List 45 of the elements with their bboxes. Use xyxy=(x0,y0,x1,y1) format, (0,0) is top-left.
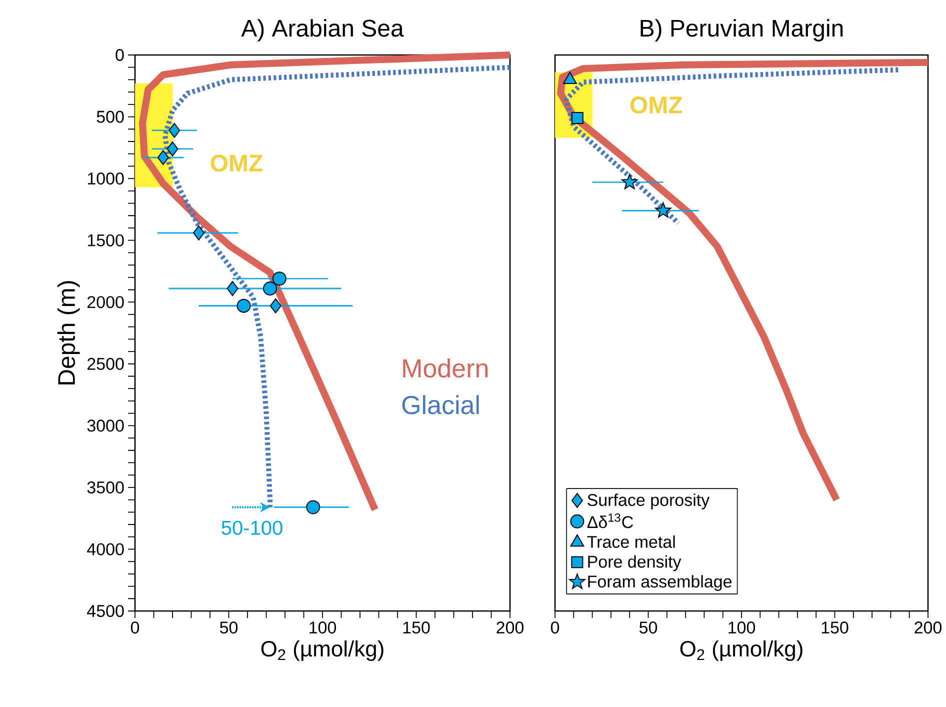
point xyxy=(272,272,286,286)
y-tick-label: 2500 xyxy=(88,358,124,370)
annotation: 50-100 xyxy=(222,520,282,535)
y-tick-label: 4000 xyxy=(87,543,124,556)
text: Modern xyxy=(403,358,488,378)
legend-label: Pore density xyxy=(588,555,682,572)
y-tick-label: 500 xyxy=(96,110,124,123)
y-axis-title: Depth (m) xyxy=(57,281,80,384)
x-tick-label: 100 xyxy=(728,622,756,634)
x-tick-label: 0 xyxy=(550,622,560,634)
chart-title: A) Arabian Sea xyxy=(241,19,404,42)
point xyxy=(306,500,320,514)
x-tick-label: 50 xyxy=(220,622,238,634)
x-axis-title: O$_{2}$ (µmol/kg) xyxy=(680,640,802,661)
x-tick-label: 0 xyxy=(130,622,140,634)
legend-label: Surface porosity xyxy=(588,494,710,510)
y-tick-label: 1000 xyxy=(88,172,124,185)
legend-label: Foram assemblage xyxy=(588,575,732,591)
point xyxy=(166,141,178,156)
x-tick-label: 100 xyxy=(310,622,336,634)
point xyxy=(157,150,169,166)
y-tick-label: 1500 xyxy=(88,234,124,246)
x-tick-label: 200 xyxy=(496,622,524,634)
point xyxy=(270,298,282,314)
y-tick-label: 0 xyxy=(116,48,124,62)
point xyxy=(263,282,278,296)
y-tick-label: 3000 xyxy=(87,420,124,432)
legend-label: Δδ$^{13}$C xyxy=(587,513,633,528)
point xyxy=(226,281,238,296)
x-tick-label: 150 xyxy=(403,622,430,634)
y-tick-label: 4500 xyxy=(87,604,124,618)
band-label: OMZ xyxy=(630,96,682,114)
y-tick-label: 2000 xyxy=(88,296,124,308)
chart-title: B) Peruvian Margin xyxy=(640,19,843,42)
x-tick-label: 200 xyxy=(914,622,942,634)
y-tick-label: 3500 xyxy=(87,481,124,494)
x-axis-title: O$_{2}$ (µmol/kg) xyxy=(261,640,384,661)
band-label: OMZ xyxy=(210,154,262,172)
text: Glacial xyxy=(402,395,479,414)
x-tick-label: 50 xyxy=(639,622,658,634)
point xyxy=(193,225,205,240)
point xyxy=(236,298,251,313)
point xyxy=(168,122,180,138)
x-tick-label: 150 xyxy=(822,622,848,634)
legend-label: Trace metal xyxy=(587,535,675,548)
